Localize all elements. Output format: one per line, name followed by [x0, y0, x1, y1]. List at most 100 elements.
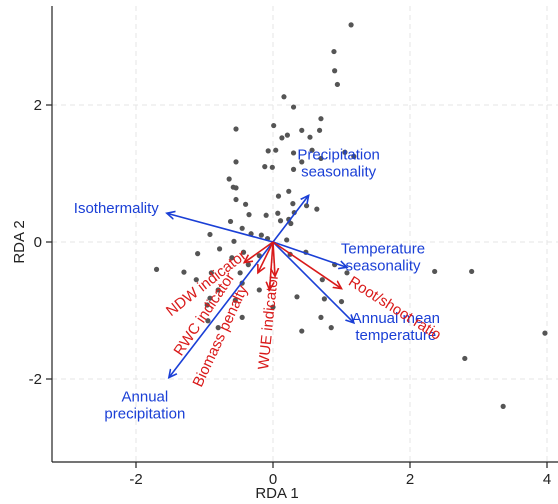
- sample-point: [334, 81, 340, 88]
- env-vector-label: Temperature seasonality: [341, 240, 425, 274]
- x-tick-label: -2: [129, 471, 142, 488]
- sample-point: [207, 231, 213, 238]
- sample-point: [321, 296, 327, 302]
- sample-point: [344, 270, 350, 276]
- sample-point: [233, 185, 239, 191]
- x-tick-label: 4: [543, 471, 551, 488]
- sample-point: [348, 22, 354, 28]
- env-vector-arrow: [169, 241, 274, 378]
- sample-point: [269, 164, 275, 170]
- sample-point: [542, 330, 548, 336]
- trait-vector-arrow: [272, 241, 342, 289]
- sample-point: [262, 164, 268, 170]
- sample-point: [275, 210, 281, 216]
- sample-point: [462, 355, 468, 362]
- y-tick-label: 0: [34, 234, 42, 251]
- trait-vector-arrow: [270, 241, 273, 290]
- sample-point: [338, 298, 345, 305]
- sample-point: [432, 268, 438, 275]
- sample-point: [265, 148, 271, 154]
- sample-point: [233, 196, 239, 203]
- sample-point: [239, 225, 245, 231]
- env-vector-arrow: [272, 195, 309, 243]
- y-axis-title: RDA 2: [11, 220, 28, 263]
- env-vector-arrow: [167, 213, 274, 243]
- sample-point: [351, 153, 357, 159]
- sample-point: [239, 314, 245, 320]
- sample-point: [314, 206, 320, 212]
- sample-point: [288, 220, 294, 227]
- sample-point: [500, 403, 506, 409]
- trait-vector-arrow: [273, 241, 275, 276]
- sample-point: [226, 176, 232, 182]
- sample-point: [195, 251, 201, 257]
- sample-point: [153, 266, 160, 272]
- trait-vector-arrow: [244, 241, 274, 263]
- sample-point: [342, 149, 348, 155]
- sample-point: [245, 262, 251, 268]
- sample-point: [318, 116, 324, 122]
- sample-point: [281, 94, 287, 100]
- sample-point: [237, 270, 243, 276]
- y-tick-label: -2: [29, 371, 42, 388]
- sample-point: [284, 132, 290, 138]
- sample-point: [328, 325, 334, 331]
- sample-point: [332, 68, 338, 74]
- sample-point: [246, 212, 252, 218]
- sample-point: [275, 193, 282, 199]
- sample-point: [294, 294, 300, 300]
- sample-point: [299, 127, 305, 133]
- sample-point: [318, 314, 324, 320]
- sample-point: [271, 122, 277, 129]
- sample-point: [316, 127, 323, 133]
- sample-point: [243, 201, 249, 207]
- sample-point: [205, 318, 211, 324]
- sample-point: [256, 287, 262, 293]
- sample-point: [233, 159, 239, 165]
- x-tick-label: 0: [269, 471, 277, 488]
- sample-point: [215, 287, 221, 293]
- sample-point: [299, 159, 305, 165]
- sample-point: [232, 297, 238, 303]
- sample-point: [290, 150, 297, 156]
- sample-point: [277, 218, 284, 224]
- axis-ticks: -2 0 2 4 -2 0 2: [29, 97, 552, 488]
- sample-point: [207, 295, 213, 301]
- sample-point: [303, 203, 310, 209]
- sample-point: [299, 328, 305, 334]
- sample-point: [331, 48, 337, 55]
- env-vector-label: Annual mean temperature: [352, 310, 440, 344]
- sample-point: [307, 134, 313, 140]
- sample-point: [215, 325, 221, 331]
- sample-point: [216, 246, 223, 252]
- env-vector-label: Precipitation seasonality: [297, 146, 380, 180]
- sample-point: [290, 166, 297, 172]
- sample-points: [153, 22, 548, 409]
- sample-point: [240, 249, 247, 255]
- x-tick-label: 2: [406, 471, 414, 488]
- sample-point: [319, 277, 325, 283]
- sample-point: [318, 155, 324, 162]
- grid-lines: [52, 6, 558, 462]
- sample-point: [258, 232, 264, 238]
- env-vector-label: Isothermality: [74, 200, 160, 217]
- sample-point: [290, 201, 296, 207]
- sample-point: [290, 104, 297, 110]
- sample-point: [231, 238, 237, 244]
- sample-point: [204, 302, 210, 308]
- x-axis-title: RDA 1: [255, 485, 298, 502]
- trait-vector-arrow: [258, 241, 274, 273]
- sample-point: [193, 277, 199, 283]
- sample-point: [309, 147, 315, 153]
- sample-point: [279, 135, 285, 141]
- sample-point: [181, 269, 187, 275]
- vector-arrows: [167, 195, 354, 377]
- sample-point: [284, 237, 290, 243]
- sample-point: [233, 126, 239, 132]
- sample-point: [469, 268, 475, 275]
- sample-point: [227, 218, 234, 225]
- sample-point: [229, 255, 235, 261]
- y-tick-label: 2: [34, 97, 42, 114]
- sample-point: [273, 147, 279, 153]
